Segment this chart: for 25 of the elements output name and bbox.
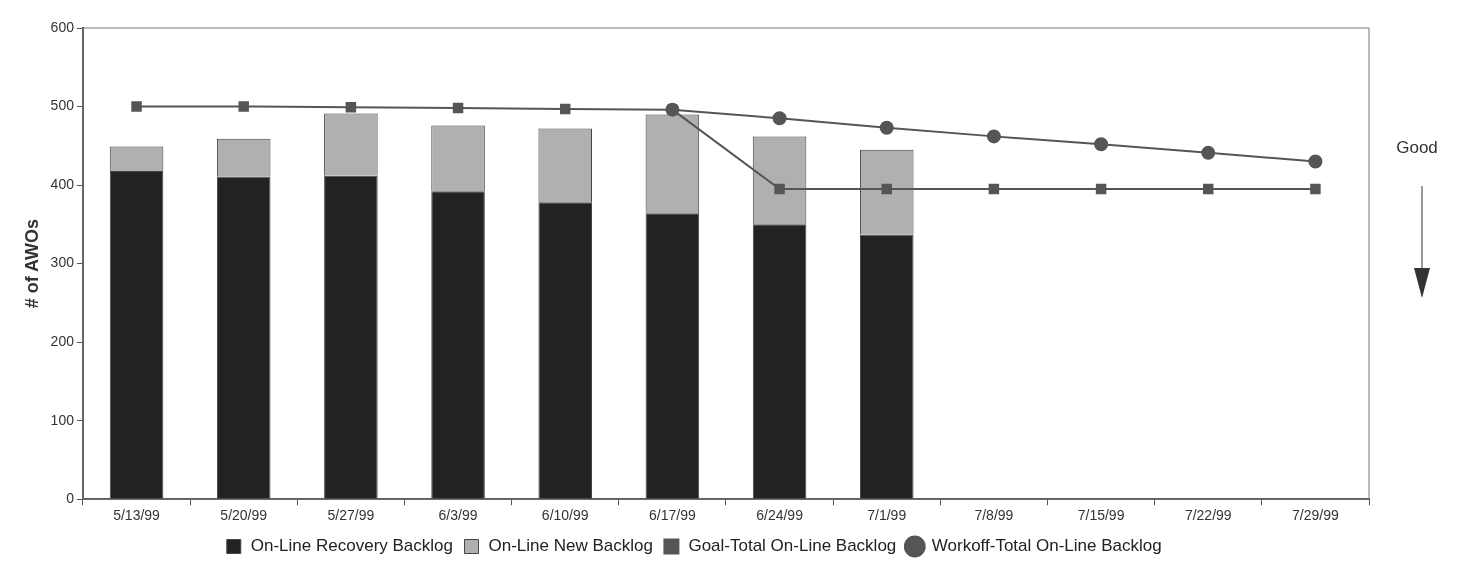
x-tick-label: 6/10/99 — [541, 507, 589, 524]
legend-label: On-Line New Backlog — [488, 536, 653, 556]
x-tick-label: 5/27/99 — [327, 507, 375, 524]
x-tick-label: 7/8/99 — [974, 507, 1014, 524]
y-tick-label: 100 — [50, 411, 75, 428]
y-tick-label: 500 — [50, 97, 75, 114]
x-tick-label: 6/24/99 — [756, 507, 804, 524]
x-tick-label: 6/17/99 — [649, 507, 696, 524]
y-tick-label: 600 — [50, 18, 75, 35]
legend-label: On-Line Recovery Backlog — [250, 536, 453, 556]
x-tick-label: 5/20/99 — [220, 507, 268, 524]
y-axis-title: # of AWOs — [21, 218, 42, 309]
x-tick-label: 7/29/99 — [1292, 507, 1339, 524]
x-tick-label: 5/13/99 — [113, 507, 161, 524]
y-tick-label: 200 — [50, 332, 75, 349]
y-tick-label: 300 — [50, 254, 75, 271]
y-tick-label: 400 — [50, 175, 75, 192]
x-tick-label: 7/1/99 — [867, 507, 907, 524]
legend-label: Goal-Total On-Line Backlog — [688, 536, 897, 556]
y-tick-label: 0 — [66, 490, 75, 507]
legend-label: Workoff-Total On-Line Backlog — [931, 536, 1162, 556]
x-tick-label: 7/15/99 — [1077, 507, 1125, 524]
x-tick-label: 7/22/99 — [1184, 507, 1232, 524]
x-tick-label: 6/3/99 — [438, 507, 478, 524]
text: Good — [1396, 137, 1438, 157]
